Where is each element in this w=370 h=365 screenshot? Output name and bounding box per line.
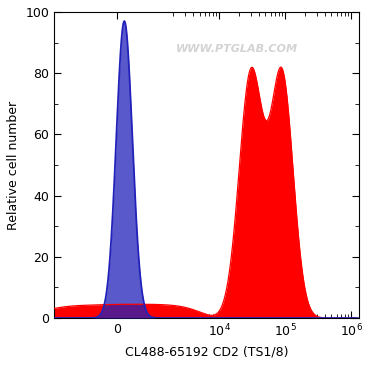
Text: WWW.PTGLAB.COM: WWW.PTGLAB.COM [176, 44, 298, 54]
Y-axis label: Relative cell number: Relative cell number [7, 100, 20, 230]
X-axis label: CL488-65192 CD2 (TS1/8): CL488-65192 CD2 (TS1/8) [125, 345, 288, 358]
